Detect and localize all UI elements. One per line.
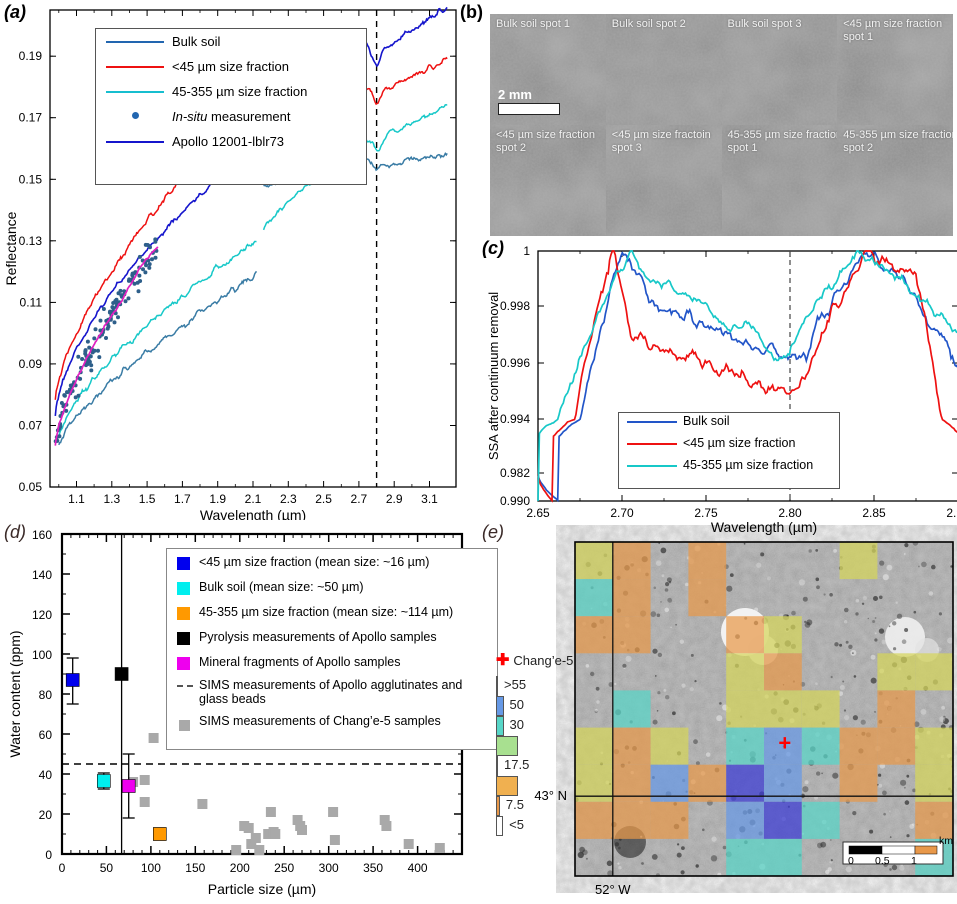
svg-text:52° W: 52° W bbox=[595, 882, 631, 897]
svg-text:80: 80 bbox=[39, 688, 53, 702]
svg-text:20: 20 bbox=[39, 808, 53, 822]
svg-text:2.3: 2.3 bbox=[280, 492, 297, 506]
svg-text:0.982: 0.982 bbox=[500, 466, 530, 480]
svg-text:200: 200 bbox=[230, 861, 250, 875]
svg-text:Water content (ppm): Water content (ppm) bbox=[7, 630, 23, 757]
svg-text:2.65: 2.65 bbox=[526, 506, 550, 520]
svg-text:2.5: 2.5 bbox=[315, 492, 332, 506]
svg-text:160: 160 bbox=[32, 528, 52, 542]
svg-text:400: 400 bbox=[408, 861, 428, 875]
svg-text:0.994: 0.994 bbox=[500, 412, 530, 426]
svg-text:3.1: 3.1 bbox=[421, 492, 438, 506]
svg-text:1.7: 1.7 bbox=[174, 492, 191, 506]
svg-text:0: 0 bbox=[45, 848, 52, 862]
svg-text:0.5: 0.5 bbox=[875, 855, 890, 867]
svg-text:300: 300 bbox=[319, 861, 339, 875]
svg-text:0.15: 0.15 bbox=[19, 172, 43, 186]
svg-text:0.13: 0.13 bbox=[19, 234, 43, 248]
svg-text:1.1: 1.1 bbox=[68, 492, 85, 506]
svg-text:0: 0 bbox=[59, 861, 66, 875]
svg-text:0.05: 0.05 bbox=[19, 480, 43, 494]
svg-text:50: 50 bbox=[100, 861, 114, 875]
svg-text:1.5: 1.5 bbox=[139, 492, 156, 506]
svg-text:150: 150 bbox=[185, 861, 205, 875]
svg-text:0.998: 0.998 bbox=[500, 299, 530, 313]
svg-text:2.75: 2.75 bbox=[694, 506, 718, 520]
svg-text:2.85: 2.85 bbox=[862, 506, 886, 520]
svg-text:120: 120 bbox=[32, 608, 52, 622]
svg-text:SSA after continuum removal: SSA after continuum removal bbox=[486, 292, 501, 460]
svg-text:0.11: 0.11 bbox=[20, 295, 43, 309]
svg-text:0.09: 0.09 bbox=[19, 357, 43, 371]
svg-text:2.90: 2.90 bbox=[946, 506, 957, 520]
svg-text:40: 40 bbox=[39, 768, 53, 782]
svg-text:100: 100 bbox=[32, 648, 52, 662]
svg-text:0: 0 bbox=[848, 855, 854, 867]
svg-text:60: 60 bbox=[39, 728, 53, 742]
svg-text:1.9: 1.9 bbox=[209, 492, 226, 506]
svg-text:250: 250 bbox=[274, 861, 294, 875]
svg-text:Wavelength (µm): Wavelength (µm) bbox=[711, 520, 817, 535]
svg-text:2.1: 2.1 bbox=[245, 492, 262, 506]
svg-text:2.7: 2.7 bbox=[351, 492, 368, 506]
svg-text:0.19: 0.19 bbox=[19, 49, 43, 63]
svg-text:Reflectance: Reflectance bbox=[3, 211, 19, 285]
svg-text:1.3: 1.3 bbox=[103, 492, 120, 506]
svg-text:0.07: 0.07 bbox=[19, 419, 43, 433]
svg-text:0.996: 0.996 bbox=[500, 356, 530, 370]
svg-text:Wavelength (µm): Wavelength (µm) bbox=[200, 507, 306, 520]
svg-text:0.17: 0.17 bbox=[19, 111, 43, 125]
svg-text:km: km bbox=[939, 835, 953, 847]
svg-text:350: 350 bbox=[363, 861, 383, 875]
svg-text:2.9: 2.9 bbox=[386, 492, 403, 506]
svg-text:140: 140 bbox=[32, 568, 52, 582]
svg-text:1: 1 bbox=[911, 855, 917, 867]
svg-text:2.80: 2.80 bbox=[778, 506, 802, 520]
svg-text:Particle size (µm): Particle size (µm) bbox=[208, 881, 316, 897]
svg-text:2.70: 2.70 bbox=[610, 506, 634, 520]
svg-text:1: 1 bbox=[523, 244, 530, 258]
svg-text:100: 100 bbox=[141, 861, 161, 875]
svg-text:+: + bbox=[778, 730, 791, 755]
